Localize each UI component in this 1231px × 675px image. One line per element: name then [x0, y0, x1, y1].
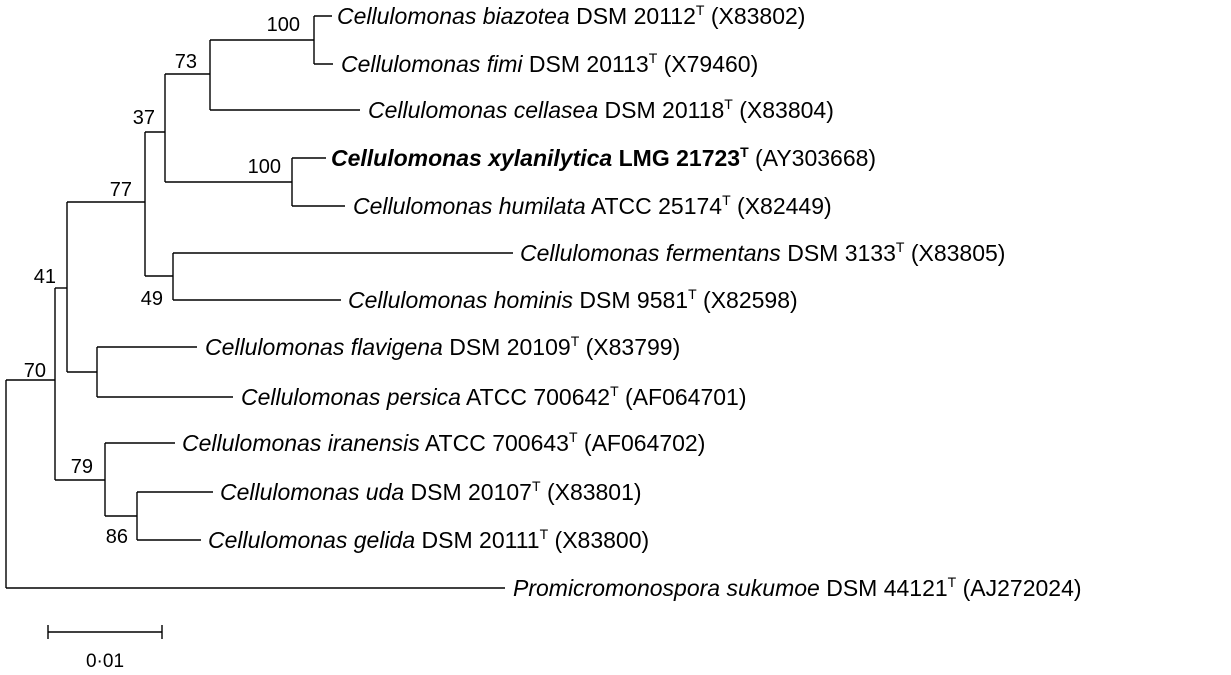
scale-bar-label: 0·01 — [86, 651, 124, 672]
taxon-label-highlighted: Cellulomonas xylanilytica LMG 21723T (AY… — [331, 144, 876, 171]
bootstrap-value: 73 — [175, 51, 197, 73]
bootstrap-value: 79 — [71, 456, 93, 478]
bootstrap-value: 77 — [110, 179, 132, 201]
taxon-label: Cellulomonas persica ATCC 700642T (AF064… — [241, 383, 747, 410]
taxon-label: Cellulomonas biazotea DSM 20112T (X83802… — [337, 2, 805, 29]
taxon-label: Cellulomonas hominis DSM 9581T (X82598) — [348, 286, 798, 313]
bootstrap-value: 100 — [267, 14, 300, 36]
bootstrap-values: 100 73 37 100 77 49 41 70 79 86 — [24, 14, 300, 548]
bootstrap-value: 41 — [34, 266, 56, 288]
taxon-label: Cellulomonas humilata ATCC 25174T (X8244… — [353, 192, 832, 219]
bootstrap-value: 86 — [106, 526, 128, 548]
bootstrap-value: 37 — [133, 107, 155, 129]
taxon-label: Cellulomonas fimi DSM 20113T (X79460) — [341, 50, 758, 77]
taxon-label: Cellulomonas gelida DSM 20111T (X83800) — [208, 526, 649, 553]
taxon-label: Cellulomonas fermentans DSM 3133T (X8380… — [520, 239, 1005, 266]
scale-bar-line — [47, 625, 163, 639]
taxon-label: Cellulomonas uda DSM 20107T (X83801) — [220, 478, 642, 505]
bootstrap-value: 100 — [248, 156, 281, 178]
taxon-label: Cellulomonas cellasea DSM 20118T (X83804… — [368, 96, 834, 123]
scale-bar: 0·01 — [47, 625, 163, 672]
bootstrap-value: 70 — [24, 360, 46, 382]
bootstrap-value: 49 — [141, 288, 163, 310]
taxon-label: Cellulomonas flavigena DSM 20109T (X8379… — [205, 333, 680, 360]
taxon-label: Cellulomonas iranensis ATCC 700643T (AF0… — [182, 429, 705, 456]
taxon-labels: Cellulomonas biazotea DSM 20112T (X83802… — [182, 2, 1082, 601]
tree-branches — [5, 15, 513, 589]
taxon-label-outgroup: Promicromonospora sukumoe DSM 44121T (AJ… — [513, 574, 1082, 601]
